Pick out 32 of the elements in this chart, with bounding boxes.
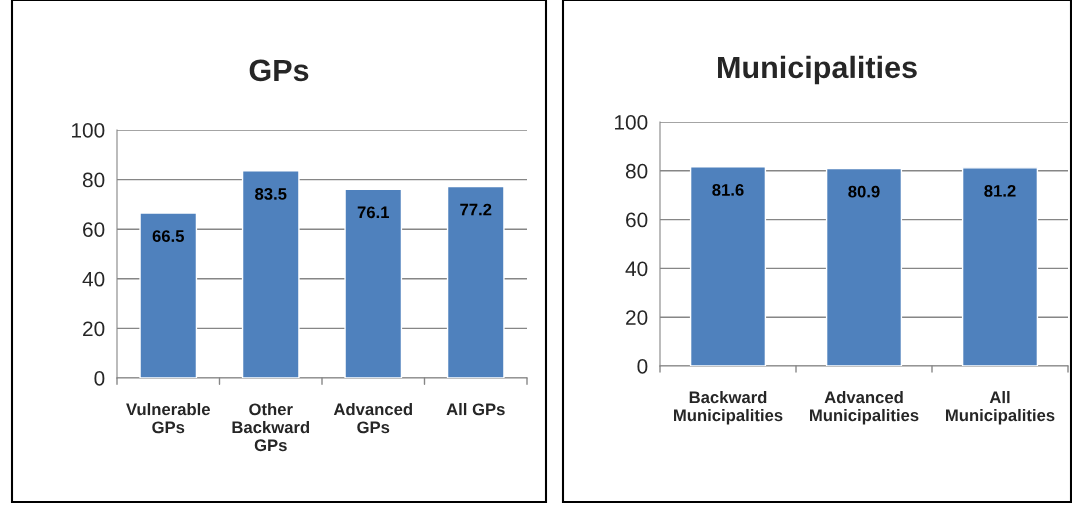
y-tick-label: 0	[637, 359, 648, 374]
x-tick-label: Backward Municipalities	[674, 391, 783, 425]
y-tick-label: 40	[625, 261, 648, 277]
data-label: 76.1	[357, 206, 390, 219]
data-label: 77.2	[460, 203, 492, 216]
y-tick-label: 20	[83, 321, 105, 337]
data-label: 81.6	[712, 184, 744, 196]
y-tick-label: 0	[94, 371, 105, 386]
x-tick-label: Advanced Municipalities	[810, 391, 919, 425]
x-tick-label: Vulnerable GPs	[126, 403, 210, 434]
y-tick-label: 60	[626, 212, 648, 228]
chart-title: GPs	[249, 59, 309, 82]
x-tick-label: All Municipalities	[946, 391, 1055, 425]
data-label: 80.9	[848, 185, 880, 198]
y-tick-label: 100	[615, 115, 648, 130]
data-label: 83.5	[255, 188, 287, 200]
bar	[241, 170, 300, 378]
x-tick-label: Advanced GPs	[333, 403, 412, 434]
bar	[344, 188, 403, 378]
y-tick-label: 60	[83, 222, 105, 237]
y-tick-label: 20	[626, 310, 648, 325]
data-label: 66.5	[152, 230, 185, 242]
y-tick-label: 80	[625, 163, 648, 179]
data-label: 81.2	[984, 184, 1016, 197]
x-tick-label: All GPs	[446, 403, 505, 416]
bar	[139, 212, 198, 378]
bar	[446, 185, 505, 378]
y-tick-label: 80	[82, 172, 105, 188]
y-tick-label: 40	[82, 271, 105, 287]
y-tick-label: 100	[72, 123, 105, 138]
chart-title: Municipalities	[718, 55, 917, 85]
x-tick-label: Other Backward GPs	[232, 403, 310, 452]
